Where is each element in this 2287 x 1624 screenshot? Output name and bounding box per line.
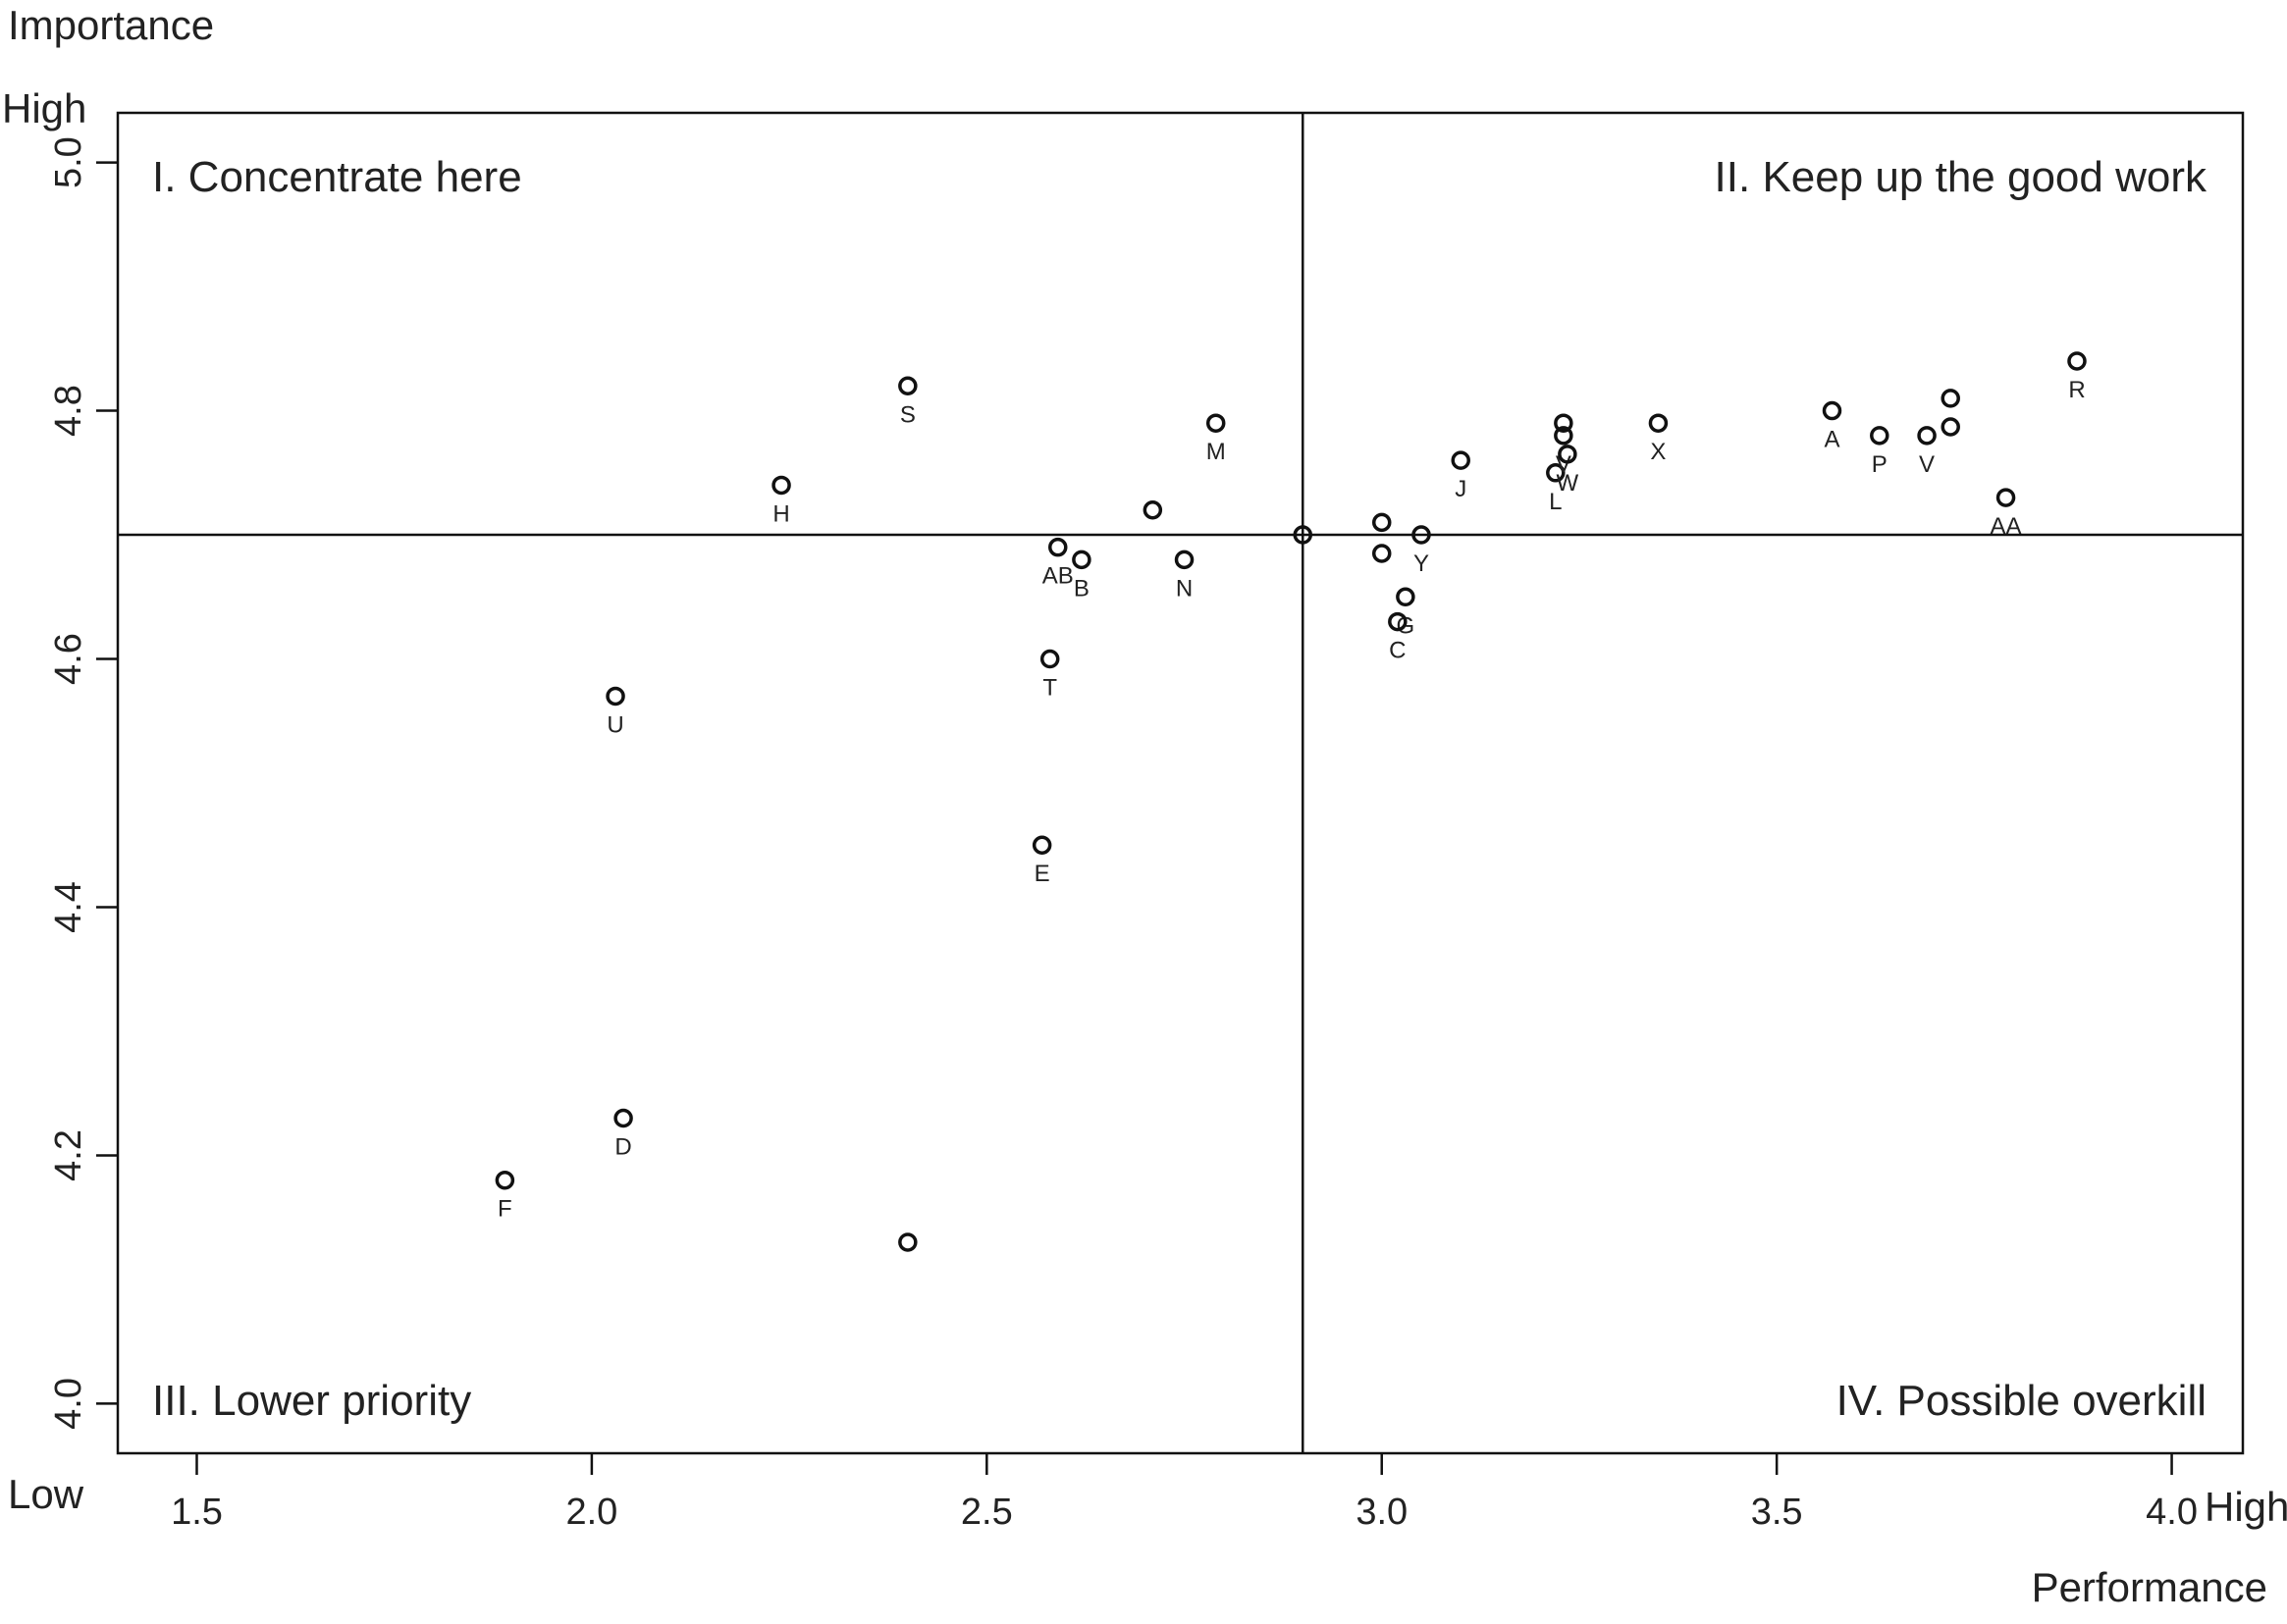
data-point	[1396, 587, 1415, 607]
data-point	[1870, 426, 1889, 445]
y-axis-title: Importance	[8, 2, 214, 48]
data-point-label: AA	[1991, 513, 2022, 540]
data-point-label: H	[772, 500, 789, 527]
data-point-label: J	[1455, 476, 1466, 502]
data-point	[1554, 426, 1573, 445]
data-point	[613, 1108, 633, 1128]
x-tick-label: 2.5	[961, 1492, 1013, 1533]
data-point-label: W	[1557, 470, 1579, 497]
data-point-label: S	[900, 401, 916, 428]
data-point-label: L	[1549, 489, 1562, 515]
data-point-label: X	[1650, 439, 1666, 465]
data-point	[1648, 413, 1669, 433]
data-point-label: AB	[1042, 563, 1074, 590]
data-point	[1371, 512, 1392, 533]
data-point	[1072, 550, 1091, 570]
data-point	[1822, 400, 1842, 421]
data-point	[1411, 525, 1431, 545]
x-tick-label: 3.5	[1751, 1492, 1803, 1533]
y-tick-label: 5.0	[48, 136, 89, 188]
y-tick-label: 4.6	[48, 633, 89, 685]
data-point	[1143, 499, 1163, 520]
data-point	[1995, 488, 2016, 507]
y-axis-ticks: 4.0 4.2 4.4 4.6 4.8 5.0	[48, 136, 118, 1430]
data-point-label: M	[1206, 439, 1226, 465]
quadrant-label-overkill: IV. Possible overkill	[1836, 1377, 2207, 1425]
x-axis-high-label: High	[2205, 1484, 2287, 1530]
data-point	[1558, 445, 1577, 464]
data-point	[1205, 413, 1226, 433]
data-point-label: A	[1824, 427, 1839, 453]
reference-lines	[118, 113, 2243, 1453]
y-tick-label: 4.0	[48, 1378, 89, 1430]
y-axis-high-label: High	[2, 85, 86, 131]
data-point	[1546, 463, 1566, 483]
quadrant-label-lower-priority: III. Lower priority	[152, 1377, 471, 1425]
x-tick-label: 4.0	[2146, 1492, 2198, 1533]
y-tick-label: 4.4	[48, 881, 89, 933]
data-point	[2067, 351, 2087, 371]
data-point	[771, 475, 791, 496]
data-point-label: R	[2068, 377, 2085, 403]
y-tick-label: 4.2	[48, 1129, 89, 1181]
data-point-label: V	[1919, 451, 1935, 478]
data-point	[1293, 525, 1312, 545]
data-point-label: C	[1389, 638, 1406, 664]
quadrant-label-concentrate: I. Concentrate here	[152, 153, 522, 201]
data-point	[1174, 550, 1195, 570]
data-point-label: Y	[1413, 550, 1429, 577]
data-point	[1032, 835, 1052, 855]
y-tick-label: 4.8	[48, 385, 89, 437]
data-point	[1554, 413, 1573, 433]
data-point	[495, 1170, 515, 1190]
data-point-label: D	[614, 1134, 631, 1161]
data-point	[1048, 537, 1068, 557]
data-point	[1941, 417, 1960, 437]
data-point	[606, 686, 625, 707]
data-point	[898, 376, 918, 396]
x-axis-title: Performance	[2032, 1564, 2267, 1610]
data-point	[1371, 544, 1392, 563]
x-tick-label: 3.0	[1356, 1492, 1408, 1533]
data-point-label: N	[1176, 575, 1193, 602]
data-point-label: F	[498, 1196, 512, 1223]
data-point	[1451, 450, 1470, 470]
data-point	[898, 1232, 918, 1252]
x-tick-label: 1.5	[171, 1492, 223, 1533]
quadrant-label-keep-up: II. Keep up the good work	[1715, 153, 2207, 201]
data-point	[1039, 649, 1060, 669]
data-point-label: E	[1035, 861, 1050, 887]
data-point	[1388, 611, 1408, 632]
x-axis-ticks: 1.5 2.0 2.5 3.0 3.5 4.0	[171, 1453, 2198, 1533]
data-point-label: T	[1042, 675, 1057, 702]
y-axis-low-label: Low	[8, 1471, 84, 1517]
data-point-label: P	[1872, 451, 1888, 478]
data-point-label: B	[1074, 575, 1090, 602]
data-point	[1941, 389, 1960, 408]
x-tick-label: 2.0	[565, 1492, 617, 1533]
data-point-label: U	[607, 711, 623, 738]
data-point	[1917, 426, 1937, 445]
plot-frame	[116, 111, 2245, 1455]
